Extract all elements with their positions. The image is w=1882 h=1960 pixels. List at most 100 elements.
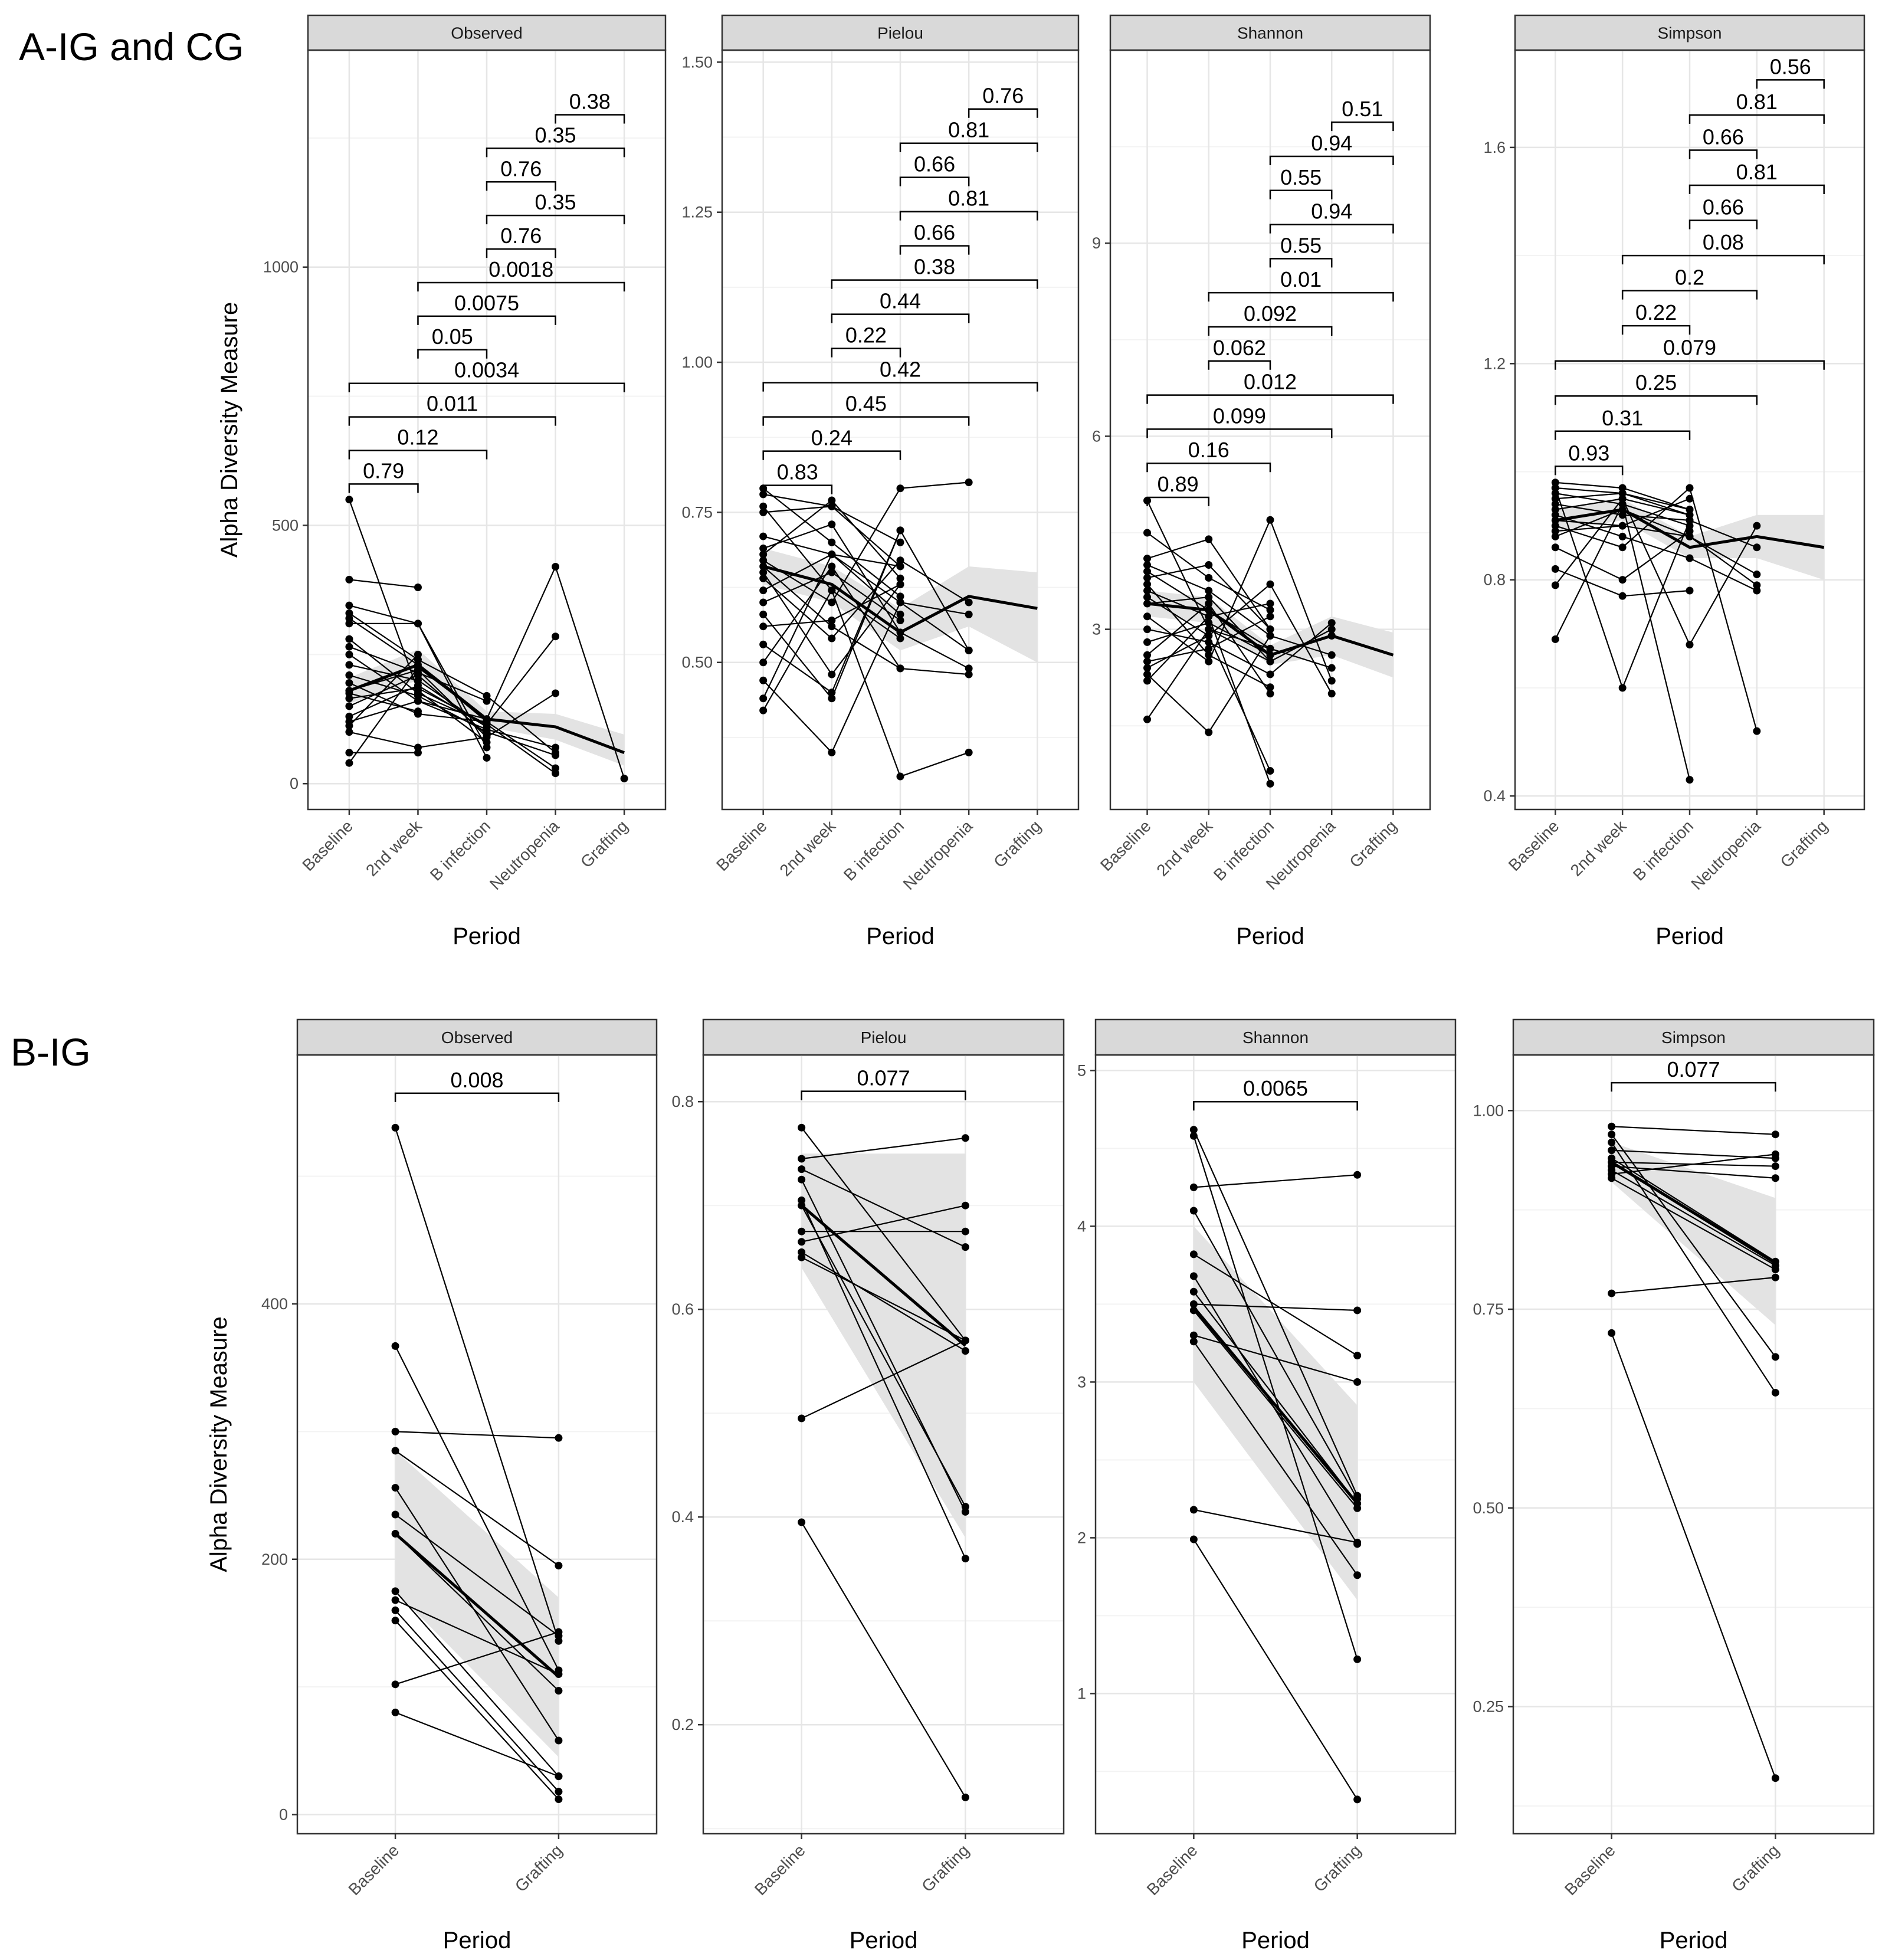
data-point — [1618, 543, 1627, 552]
subject-line — [801, 1251, 966, 1352]
subject-line — [1611, 1158, 1776, 1263]
data-point — [1686, 532, 1694, 540]
facet-title: Simpson — [1658, 24, 1722, 42]
data-point — [1686, 641, 1694, 649]
data-point — [1753, 571, 1761, 579]
subject-line — [1555, 486, 1758, 732]
data-point — [552, 689, 560, 697]
data-point — [391, 1708, 399, 1716]
subject-line — [1194, 1303, 1358, 1312]
data-point — [1551, 506, 1559, 514]
data-point — [1205, 586, 1213, 595]
y-tick-label: 3 — [1077, 1373, 1086, 1391]
data-point — [896, 610, 904, 618]
comparison-bracket — [394, 1092, 560, 1102]
data-point — [1266, 625, 1274, 634]
data-point — [759, 706, 768, 714]
subject-line — [801, 1168, 966, 1248]
data-point — [1771, 1266, 1779, 1274]
p-value-label: 0.35 — [535, 190, 576, 214]
comparison-bracket — [1688, 149, 1758, 159]
y-tick-label: 0.50 — [681, 654, 713, 671]
data-point — [1353, 1655, 1362, 1663]
data-point — [759, 574, 768, 582]
x-axis-title: Period — [1236, 923, 1304, 949]
p-value-label: 0.66 — [1703, 195, 1744, 219]
data-point — [1608, 1146, 1616, 1155]
y-tick-label: 1 — [1077, 1684, 1086, 1702]
p-value-label: 0.42 — [880, 358, 921, 382]
subject-line — [395, 1533, 559, 1692]
panel-border — [1512, 1054, 1875, 1835]
data-point — [961, 1134, 969, 1142]
data-point — [1205, 561, 1213, 569]
subject-line — [395, 1599, 559, 1675]
mean-line — [801, 1204, 966, 1347]
mean-line — [349, 663, 625, 755]
p-value-label: 0.092 — [1244, 301, 1297, 326]
comparison-bracket — [486, 181, 556, 191]
subject-line — [395, 1128, 559, 1641]
subject-line — [349, 654, 419, 726]
subject-line — [1193, 1291, 1358, 1504]
p-value-label: 0.94 — [1311, 199, 1352, 224]
subject-line — [395, 1514, 559, 1637]
data-point — [1353, 1504, 1362, 1512]
p-value-label: 0.008 — [450, 1068, 503, 1092]
data-point — [391, 1596, 399, 1604]
comparison-bracket — [1688, 114, 1825, 124]
data-point — [1327, 625, 1336, 634]
subject-line — [395, 1487, 559, 1741]
data-point — [1353, 1378, 1362, 1386]
data-point — [1189, 1126, 1198, 1134]
data-point — [555, 1788, 563, 1796]
data-point — [345, 661, 353, 669]
comparison-bracket — [1146, 496, 1210, 507]
subject-line — [1193, 1129, 1358, 1496]
comparison-bracket — [801, 1090, 966, 1100]
y-tick-label: 5 — [1077, 1061, 1086, 1079]
data-point — [1266, 683, 1274, 691]
subject-line — [801, 1127, 966, 1341]
subject-line — [801, 1137, 966, 1160]
subject-line — [1193, 1341, 1358, 1576]
subject-line — [763, 481, 969, 604]
comparison-bracket — [762, 450, 901, 460]
comparison-bracket — [486, 248, 556, 258]
p-value-label: 0.08 — [1703, 230, 1744, 254]
p-value-label: 0.79 — [363, 458, 404, 483]
comparison-bracket — [1756, 79, 1825, 89]
comparison-bracket — [831, 348, 901, 358]
comparison-bracket — [831, 279, 1038, 289]
y-axis-title: Alpha Diversity Measure — [206, 1316, 232, 1572]
data-point — [391, 1617, 399, 1625]
data-point — [620, 774, 628, 782]
data-point — [1771, 1162, 1779, 1171]
comparison-bracket — [417, 315, 556, 325]
data-point — [759, 550, 768, 559]
data-point — [1205, 657, 1213, 666]
facet-title: Observed — [451, 24, 522, 42]
data-point — [1686, 586, 1694, 595]
mean-line — [1555, 508, 1825, 549]
data-point — [552, 632, 560, 641]
comparison-bracket — [899, 176, 970, 186]
p-value-label: 0.55 — [1280, 165, 1322, 189]
data-point — [961, 1243, 969, 1251]
y-tick-label: 0.4 — [671, 1508, 694, 1526]
data-point — [1266, 599, 1274, 608]
data-point — [759, 568, 768, 576]
data-point — [1205, 535, 1213, 543]
facet-title: Pielou — [861, 1028, 907, 1047]
mean-line — [1147, 602, 1394, 657]
p-value-label: 0.24 — [811, 426, 853, 450]
data-point — [896, 574, 904, 582]
data-point — [798, 1238, 806, 1246]
data-point — [961, 1201, 969, 1210]
data-point — [1143, 651, 1152, 659]
subject-line — [763, 553, 969, 651]
facet-title: Shannon — [1237, 24, 1303, 42]
data-point — [1189, 1183, 1198, 1191]
